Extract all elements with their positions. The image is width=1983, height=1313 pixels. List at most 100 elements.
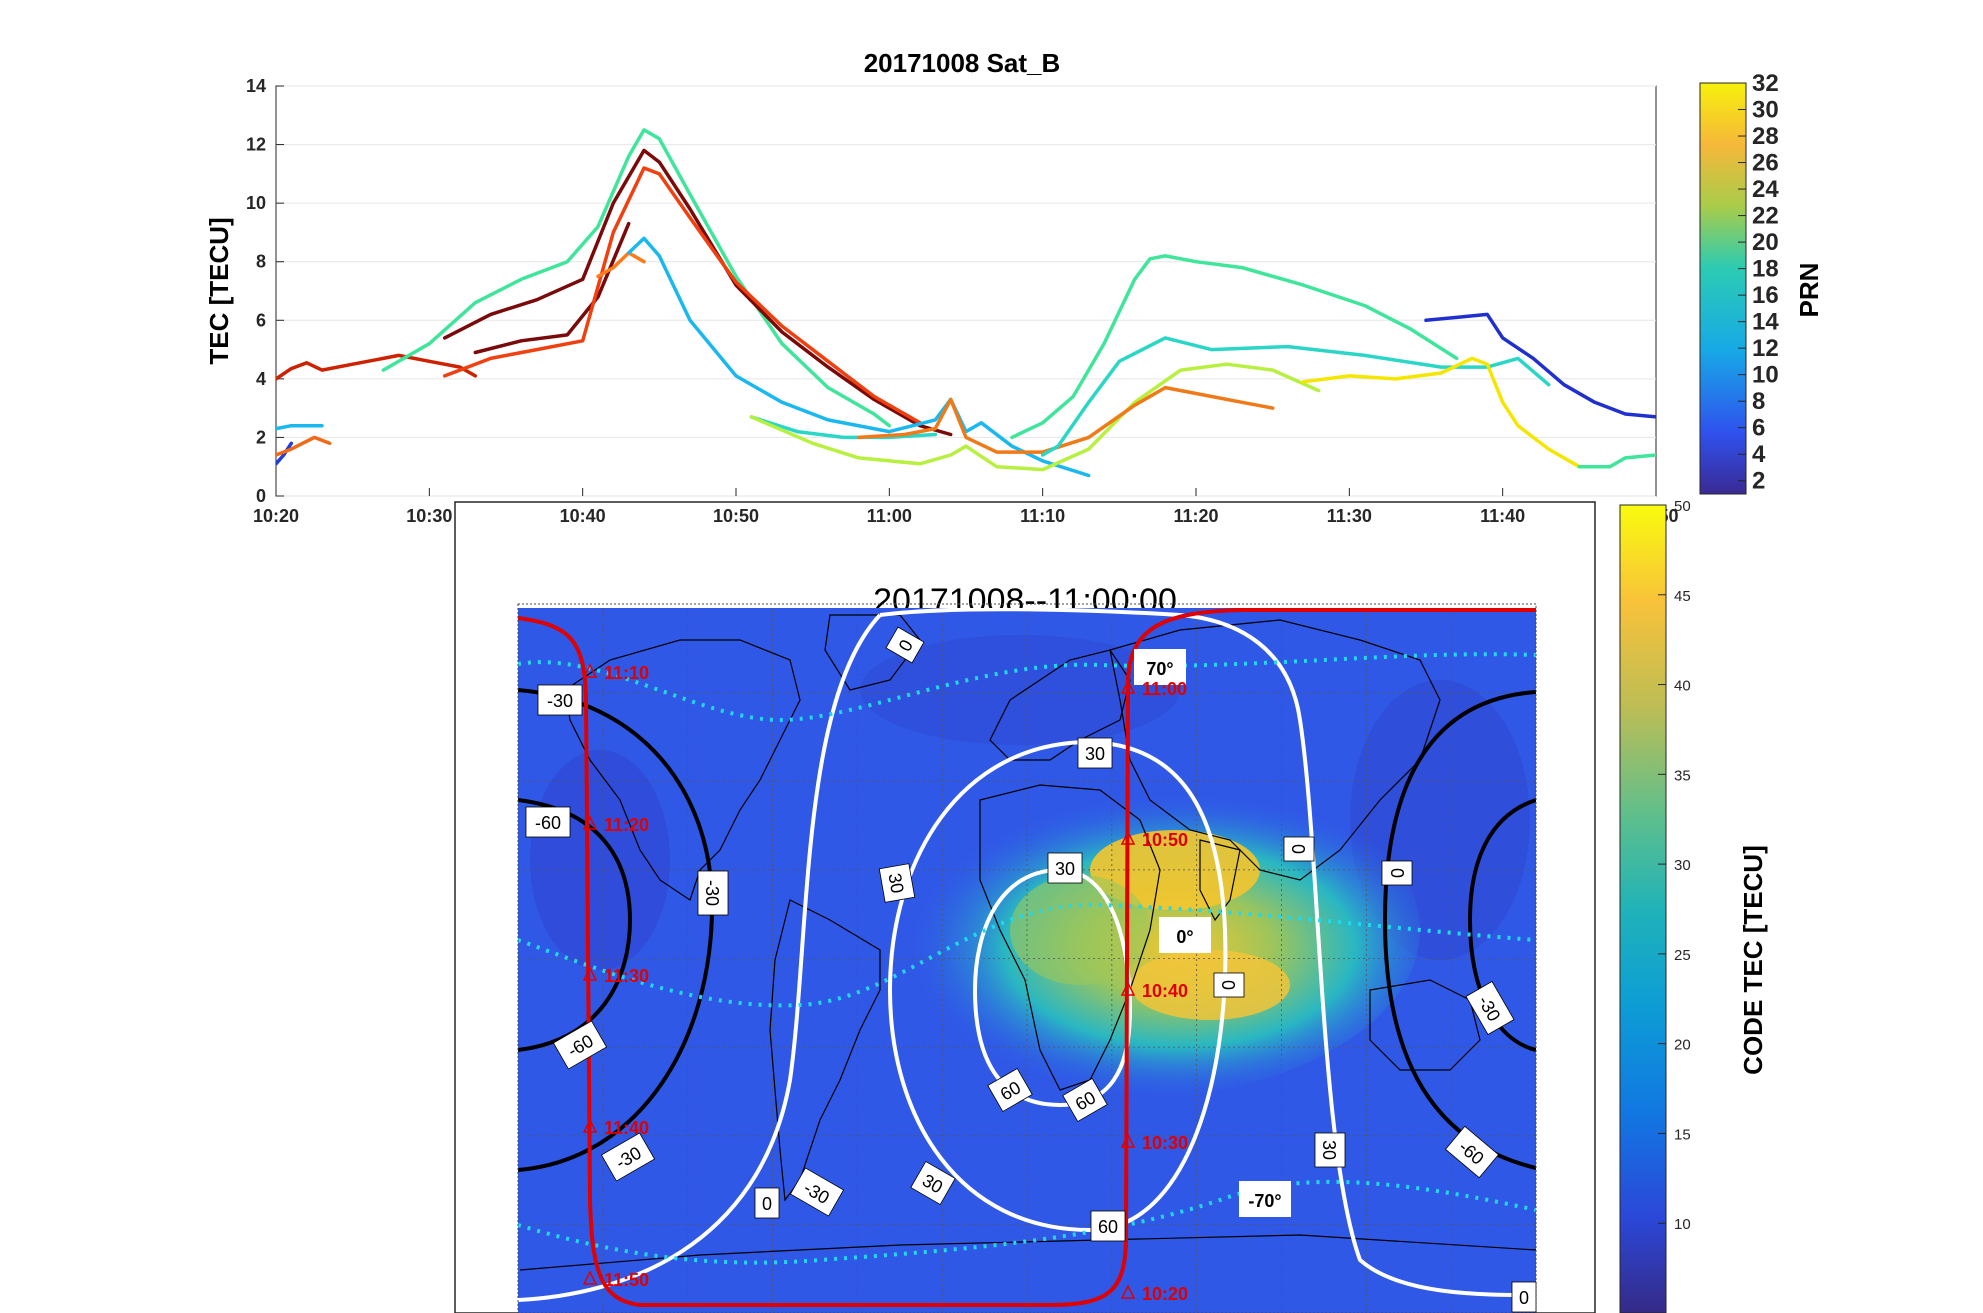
coastline-asia [1109,619,1441,881]
y-tick-label: 10 [246,193,266,213]
series-line-12 [749,362,1321,472]
contour-label: 30 [878,863,916,903]
track-descending [518,616,1050,1307]
prn-colorbar-tick-label: 8 [1752,388,1765,415]
track-time-label: 11:50 [604,1270,649,1290]
contour-label-box [697,870,729,916]
prn-colorbar-tick-label: 32 [1752,70,1779,97]
y-axis-label: TEC [TECU] [204,217,234,364]
contour-label-text: -30 [702,880,722,906]
contour-label-box [987,1067,1033,1113]
y-tick-label: 12 [246,135,266,155]
prn-colorbar-tick-label: 4 [1752,441,1766,468]
contour-label: -30 [537,684,583,716]
contour-label-box [600,1132,656,1182]
x-tick-label: 11:30 [1327,506,1372,526]
contour-label: 0 [1511,1281,1537,1313]
tec-colorbar-tick-label: 30 [1674,857,1691,874]
contour-label: 0 [1381,860,1413,886]
series-group [276,128,1656,478]
tec-colorbar-tick-label: 40 [1674,678,1691,695]
latitude-70n [518,652,1536,723]
contour-label: 30 [910,1160,956,1206]
prn-colorbar-tick-label: 24 [1752,176,1779,203]
track-time-label: 11:00 [1142,679,1187,699]
track-marker [582,1270,598,1285]
contour-label-text: 30 [1319,1140,1339,1160]
coastline-australia [1369,979,1481,1071]
contour-label-box [537,684,583,716]
series-line-11 [749,415,938,440]
track-marker [582,966,598,981]
map-frame [454,501,1596,1313]
latitude-label-text: 0° [1176,927,1193,947]
track-time-label: 10:20 [1142,1284,1188,1304]
contour-minus-60-east [1467,798,1536,1052]
contour-label-text: 60 [1098,1217,1118,1237]
contour-label-box [1077,737,1113,769]
series-line-13 [856,385,1275,454]
contour-label-box [1090,1210,1126,1242]
x-tick-label: 10:40 [560,506,606,526]
x-tick-label: 11:20 [1173,506,1218,526]
series-line-3 [276,423,324,431]
contour-label-box [1465,980,1515,1036]
x-tick-label: 11:10 [1020,506,1065,526]
contour-label: 30 [1077,737,1113,769]
contour-zero-north [879,608,1536,1297]
map-plot-border [517,603,1537,1313]
y-tick-label: 14 [246,76,266,96]
contour-label-box [1047,852,1083,884]
x-tick-label: 10:20 [253,506,299,526]
contour-label: 60 [1090,1210,1126,1242]
coastline-north-america [564,639,801,901]
tec-colorbar-tick-label: 50 [1674,498,1691,515]
contour-label-box [552,1020,608,1070]
contour-label: -30 [697,870,729,916]
track-time-label: 11:40 [604,1118,649,1138]
grid [276,85,1656,497]
prn-colorbar-tick-label: 12 [1752,335,1779,362]
track-time-labels: 11:10 11:00 11:20 10:50 11:30 10:40 11:40 10:30… [582,663,1188,1304]
contour-label: -30 [1465,980,1515,1036]
tec-colorbar-tick-label: 25 [1674,947,1691,964]
contour-label-box [789,1167,845,1217]
prn-colorbar-label: PRN [1794,263,1824,318]
contour-label-text: -30 [547,691,573,711]
latitude-label: -70° [1239,1181,1291,1217]
series-line-4 [276,435,332,457]
contour-30 [887,739,1228,1233]
track-time-label: 10:50 [1142,830,1188,850]
tec-colorbar-label: CODE TEC [TECU] [1738,845,1768,1075]
y-tick-label: 6 [256,310,266,330]
x-tick-label: 10:30 [406,506,452,526]
y-tick-label: 0 [256,486,266,506]
track-marker [1120,830,1136,845]
tec-colorbar-tick-label: 15 [1674,1126,1691,1143]
dark-region [860,635,1180,745]
contour-label-text: 0 [1218,980,1238,990]
prn-colorbar-tick-label: 28 [1752,123,1779,150]
prn-colorbar [1699,82,1747,495]
contour-label: 0 [885,626,925,664]
series-line-15 [1040,336,1551,457]
track-marker [1120,679,1136,694]
latitude-lines [518,652,1536,1265]
series-line-8 [442,166,922,425]
prn-colorbar-tick-label: 16 [1752,282,1779,309]
contour-zero-west [518,613,882,1302]
track-time-label: 11:20 [604,815,649,835]
prn-colorbar-tick-label: 10 [1752,362,1779,389]
contour-label: -30 [600,1132,656,1182]
y-tick-label: 2 [256,427,266,447]
contour-label: 60 [987,1067,1033,1113]
prn-colorbar-tick-label: 26 [1752,150,1779,177]
contour-label-box [1062,1077,1108,1123]
series-line-9 [596,251,646,279]
dark-region [530,750,670,970]
equatorial-anomaly-core [1130,950,1290,1020]
prn-colorbar-tick-label: 22 [1752,203,1779,230]
track-time-label: 11:30 [604,966,649,986]
equatorial-anomaly-core [1010,875,1150,985]
